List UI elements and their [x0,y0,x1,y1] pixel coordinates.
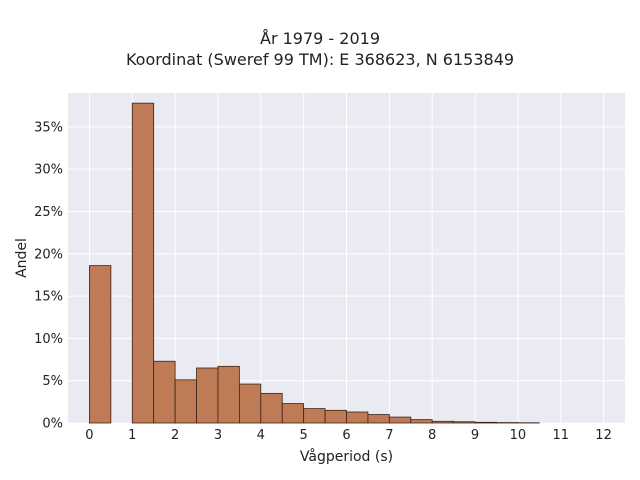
histogram-bar [474,421,497,424]
histogram-bar [260,392,283,424]
x-tick-label: 12 [595,428,612,443]
x-tick-label: 8 [428,428,436,443]
x-tick-labels: 0 1 2 3 4 5 6 7 8 9 10 11 12 [85,428,612,443]
x-tick-label: 4 [257,428,265,443]
histogram-bar [410,419,433,424]
histogram-bar [453,421,476,424]
x-tick-label: 6 [342,428,350,443]
histogram-bar [346,411,369,424]
x-tick-label: 10 [510,428,527,443]
x-tick-label: 11 [552,428,569,443]
x-tick-label: 5 [300,428,308,443]
histogram-bar [131,102,155,424]
y-tick-label: 20% [34,247,63,262]
x-tick-label: 7 [385,428,393,443]
x-tick-label: 3 [214,428,222,443]
histogram-bar [324,409,347,424]
bars [89,102,540,424]
histogram-bar [153,360,176,424]
histogram-bar [196,367,219,424]
y-tick-label: 35% [34,120,63,135]
x-tick-label: 2 [171,428,179,443]
y-tick-label: 15% [34,290,63,305]
y-tick-label: 30% [34,163,63,178]
y-axis-label: Andel [14,238,30,278]
chart-title: År 1979 - 2019 [260,29,380,48]
histogram-bar [281,403,305,424]
chart-subtitle: Koordinat (Sweref 99 TM): E 368623, N 61… [125,50,515,69]
y-tick-label: 10% [34,332,63,347]
histogram-bar [89,265,112,424]
histogram-bar [217,365,240,424]
x-tick-label: 1 [128,428,136,443]
x-tick-label: 0 [85,428,93,443]
y-tick-label: 0% [42,417,63,432]
histogram-bar [367,414,390,424]
x-tick-label: 9 [471,428,479,443]
histogram-bar [431,420,455,424]
y-tick-label: 25% [34,205,63,220]
y-tick-label: 5% [42,374,63,389]
histogram-bar [388,416,412,424]
x-axis-label: Vågperiod (s) [300,448,393,465]
y-tick-labels: 0% 5% 10% 15% 20% 25% 30% 35% [34,120,63,431]
histogram-bar [174,379,197,424]
histogram-bar [303,408,326,424]
grid-lines [68,93,625,424]
histogram-bar [238,383,262,424]
